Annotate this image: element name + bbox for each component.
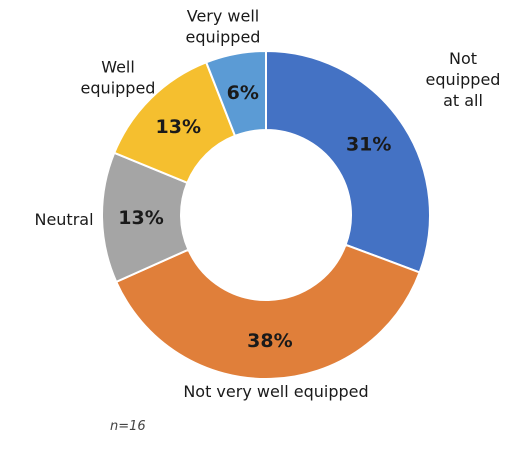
category-label: Well equipped — [81, 58, 156, 98]
category-label-line: equipped — [426, 70, 501, 89]
category-label: Not very well equipped — [183, 382, 368, 401]
slice-not-very-well-equipped — [114, 243, 421, 380]
percent-label: 13% — [156, 116, 201, 138]
category-label-line: Not — [449, 49, 477, 68]
category-label-line: Very well — [187, 7, 260, 26]
slices-layer — [101, 49, 431, 380]
percent-label: 13% — [118, 207, 163, 229]
slice-very-well-equipped — [204, 49, 267, 138]
category-label-line: equipped — [186, 28, 261, 47]
category-label: Very well equipped — [186, 7, 261, 47]
percent-label: 31% — [346, 134, 391, 156]
category-labels: Not equipped at all Not very well equipped N… — [34, 7, 500, 402]
category-label-line: Neutral — [34, 210, 93, 229]
category-label-line: equipped — [81, 79, 156, 98]
category-label-line: Not very well equipped — [183, 382, 368, 401]
slice-not-equipped-at-all — [265, 49, 431, 274]
category-label: Not equipped at all — [426, 49, 501, 110]
percent-label: 38% — [247, 330, 292, 352]
percent-label: 6% — [227, 82, 259, 104]
category-label: Neutral — [34, 210, 93, 229]
category-label-line: at all — [443, 91, 483, 110]
category-label-line: Well — [101, 58, 135, 77]
sample-size-note: n=16 — [110, 419, 146, 434]
percent-labels: 31% 38% 13% 13% 6% — [118, 82, 391, 352]
